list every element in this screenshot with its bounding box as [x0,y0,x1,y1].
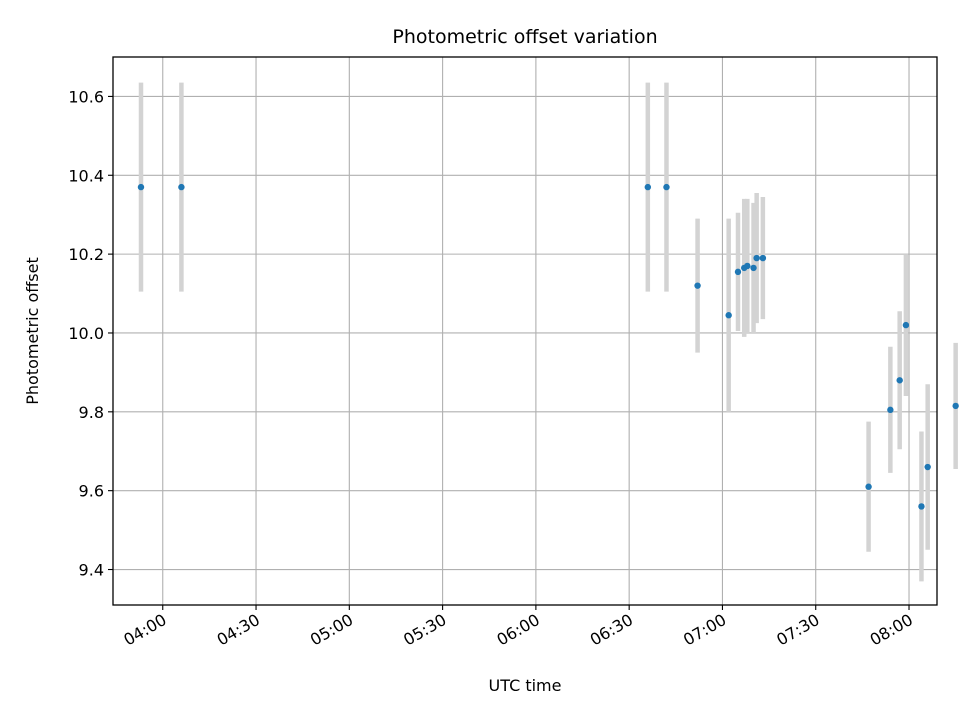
x-tick-label: 06:30 [587,610,636,650]
y-tick-label: 9.8 [79,403,104,422]
data-point [759,254,767,262]
data-point [924,463,931,471]
data-point [663,183,670,191]
y-tick-label: 9.4 [79,561,104,580]
data-point [744,262,751,270]
data-point [918,503,925,510]
y-tick-label: 10.2 [68,245,104,264]
y-tick-label: 10.6 [68,87,104,106]
data-point [694,282,701,289]
x-tick-label: 05:00 [307,610,356,650]
points [137,183,959,510]
y-axis-ticks: 9.4 9.6 9.8 10.0 10.2 10.4 10.6 [68,87,113,580]
data-point [753,254,760,262]
x-axis-label: UTC time [489,676,562,695]
data-point [952,402,959,410]
chart-title: Photometric offset variation [392,26,657,48]
data-point [887,406,894,414]
y-tick-label: 10.0 [68,324,104,343]
y-axis-label: Photometric offset [23,257,42,405]
plot-frame [112,56,938,606]
x-tick-label: 06:00 [493,610,542,650]
x-tick-label: 04:00 [120,610,169,650]
data-point [896,377,903,384]
data-point [865,483,872,490]
y-tick-label: 10.4 [68,166,104,185]
data-point [750,264,757,272]
data-point [644,183,652,191]
data-point [725,312,732,319]
y-tick-label: 9.6 [79,482,104,501]
x-axis-ticks: 04:00 04:30 05:00 05:30 06:00 06:30 07:00 07:30… [120,605,916,650]
data-point [137,183,145,191]
x-tick-label: 08:00 [867,610,916,650]
data-point [734,268,742,276]
x-tick-label: 07:00 [680,610,729,650]
errorbars [138,82,958,582]
data-point [902,321,910,329]
data-point [178,183,185,191]
x-tick-label: 07:30 [773,610,822,650]
x-tick-label: 04:30 [214,610,263,650]
grid [113,57,937,605]
x-tick-label: 05:30 [400,610,449,650]
